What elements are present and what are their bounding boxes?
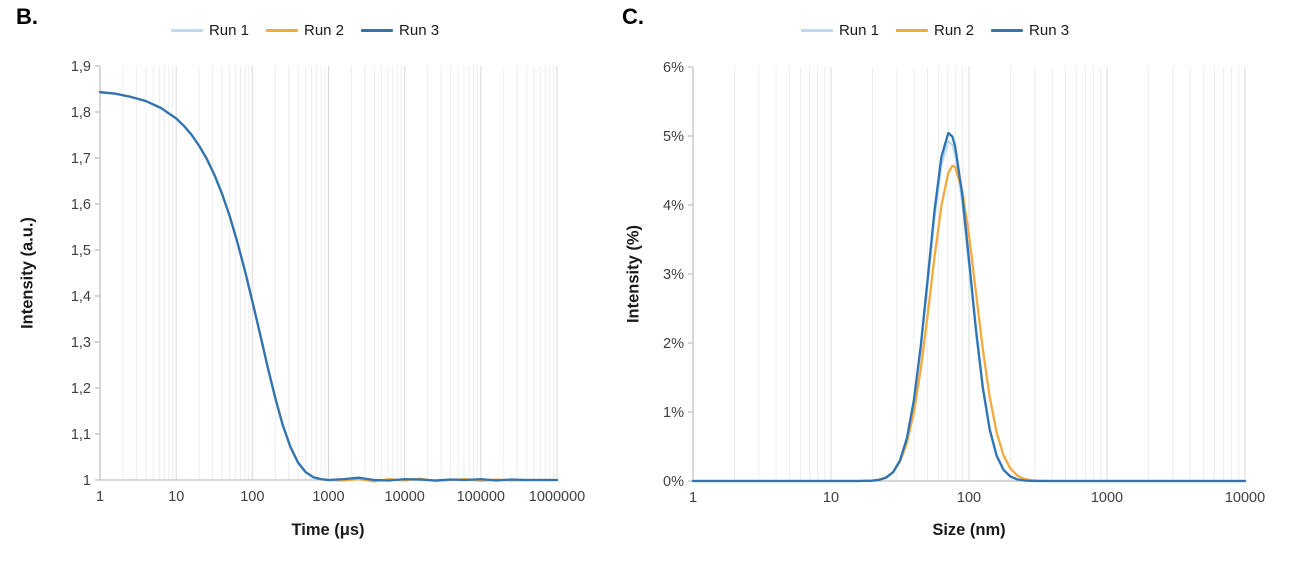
x-tick-label: 1000000 [529, 489, 585, 505]
panel-b-legend: Run 1 Run 2 Run 3 [170, 22, 439, 39]
y-tick-label: 1 [83, 473, 91, 489]
panel-c-legend: Run 1 Run 2 Run 3 [800, 22, 1069, 39]
legend-item-run-1: Run 1 [800, 22, 879, 39]
x-tick-label: 1 [96, 489, 104, 505]
y-tick-label: 1,7 [71, 151, 91, 167]
y-tick-label: 1,4 [71, 289, 91, 305]
y-tick-label: 1,8 [71, 105, 91, 121]
y-tick-label: 1,2 [71, 381, 91, 397]
x-tick-label: 10000 [1225, 490, 1265, 506]
y-tick-label: 1% [663, 405, 684, 421]
run2-line-swatch [895, 29, 928, 32]
x-tick-label: 10000 [385, 489, 425, 505]
legend-label-run-3: Run 3 [399, 22, 440, 39]
run3-line-swatch [991, 29, 1024, 32]
run3-curve [98, 91, 559, 482]
b-y-axis-title: Intensity (a.u.) [18, 217, 37, 329]
y-tick-label: 1,9 [71, 59, 91, 75]
x-tick-label: 1 [689, 490, 697, 506]
y-tick-label: 4% [663, 198, 684, 214]
x-tick-label: 100000 [457, 489, 505, 505]
x-tick-label: 10 [168, 489, 184, 505]
run1-line-swatch [170, 29, 203, 32]
y-tick-label: 0% [663, 474, 684, 490]
run3-line-swatch [361, 29, 394, 32]
legend-label-run-2: Run 2 [933, 22, 975, 39]
legend-label-run-1: Run 1 [838, 22, 879, 39]
x-tick-label: 100 [240, 489, 264, 505]
legend-item-run-2: Run 2 [265, 22, 345, 39]
legend-item-run-3: Run 3 [991, 22, 1069, 39]
b-x-axis-title: Time (μs) [291, 521, 365, 539]
y-tick-label: 1,1 [71, 427, 91, 443]
y-tick-label: 6% [663, 60, 684, 76]
y-tick-label: 2% [663, 336, 684, 352]
x-tick-label: 1000 [1091, 490, 1123, 506]
legend-item-run-2: Run 2 [895, 22, 975, 39]
run3-curve [691, 131, 1247, 483]
c-x-axis-title: Size (nm) [932, 521, 1006, 539]
run2-line-swatch [265, 29, 298, 32]
legend-label-run-2: Run 2 [303, 22, 345, 39]
panel-c-label: C. [622, 4, 644, 29]
legend-label-run-1: Run 1 [208, 22, 249, 39]
y-tick-label: 5% [663, 129, 684, 145]
legend-item-run-1: Run 1 [170, 22, 249, 39]
legend-item-run-3: Run 3 [361, 22, 439, 39]
y-tick-label: 3% [663, 267, 684, 283]
panel-b-label: B. [16, 4, 38, 29]
x-tick-label: 1000 [312, 489, 344, 505]
x-tick-label: 10 [823, 490, 839, 506]
c-y-axis-title: Intensity (%) [624, 224, 643, 324]
run1-line-swatch [800, 29, 833, 32]
legend-label-run-3: Run 3 [1029, 22, 1070, 39]
y-tick-label: 1,5 [71, 243, 91, 259]
y-tick-label: 1,6 [71, 197, 91, 213]
x-tick-label: 100 [957, 490, 981, 506]
y-tick-label: 1,3 [71, 335, 91, 351]
